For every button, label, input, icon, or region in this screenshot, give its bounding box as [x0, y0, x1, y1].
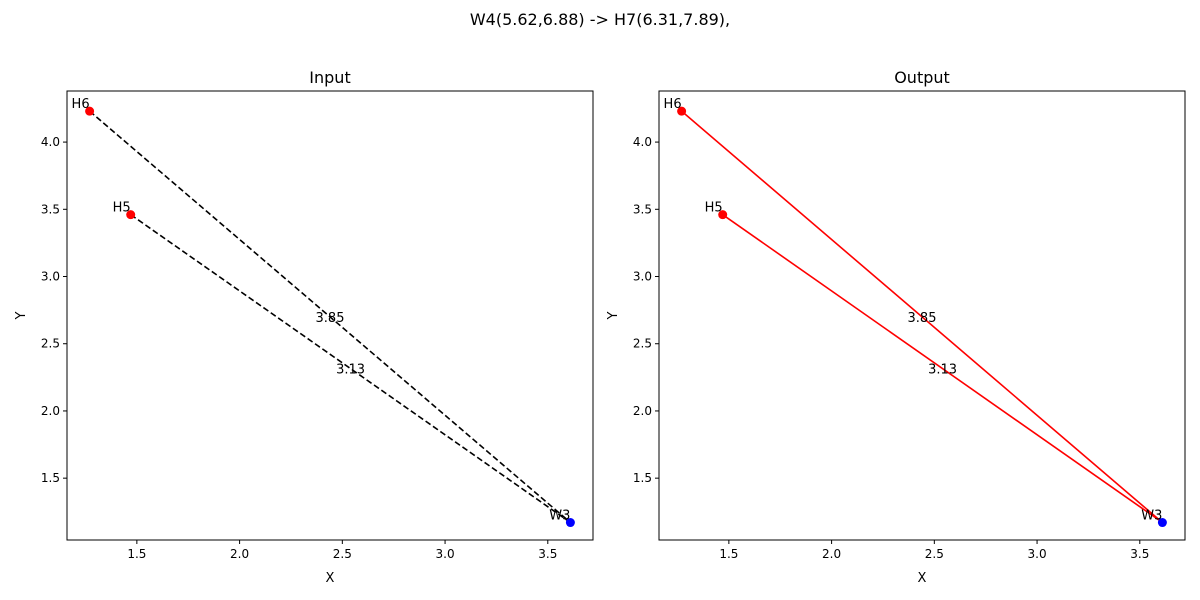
point-label: H6 [664, 97, 682, 112]
point-label: W3 [549, 509, 570, 524]
point-label: H5 [705, 201, 723, 216]
point-h5 [126, 210, 136, 220]
y-tick-label: 2.5 [633, 337, 652, 351]
x-tick-label: 2.5 [333, 547, 352, 561]
x-tick-label: 1.5 [127, 547, 146, 561]
y-tick-label: 3.5 [633, 202, 652, 216]
edge-weight-label: 3.85 [908, 311, 937, 326]
x-tick-label: 3.5 [1130, 547, 1149, 561]
y-axis-label: Y [14, 311, 29, 320]
y-tick-label: 3.5 [41, 202, 60, 216]
edge-weight-label: 3.85 [316, 311, 345, 326]
edge-weight-label: 3.13 [336, 363, 365, 378]
x-tick-label: 2.0 [230, 547, 249, 561]
x-tick-label: 3.0 [436, 547, 455, 561]
y-tick-label: 4.0 [41, 135, 60, 149]
y-tick-label: 1.5 [41, 471, 60, 485]
x-axis-label: X [326, 571, 335, 586]
plot-frame [66, 90, 594, 541]
x-tick-label: 1.5 [719, 547, 738, 561]
x-tick-label: 2.0 [822, 547, 841, 561]
chart-title: Output [894, 68, 950, 87]
y-tick-label: 2.5 [41, 337, 60, 351]
point-label: H6 [72, 97, 90, 112]
y-tick-label: 3.0 [633, 270, 652, 284]
figure-title: W4(5.62,6.88) -> H7(6.31,7.89), [470, 10, 730, 29]
point-h6 [677, 106, 687, 116]
x-tick-label: 3.5 [538, 547, 557, 561]
point-label: W3 [1141, 509, 1162, 524]
y-tick-label: 3.0 [41, 270, 60, 284]
point-h6 [85, 106, 95, 116]
plot-frame [658, 90, 1186, 541]
y-tick-label: 2.0 [41, 404, 60, 418]
point-h5 [718, 210, 728, 220]
x-tick-label: 3.0 [1028, 547, 1047, 561]
x-axis-label: X [918, 571, 927, 586]
edge-h6-w3 [89, 110, 571, 524]
y-tick-label: 1.5 [633, 471, 652, 485]
chart-panel-input: Input 1.5 2.0 2.5 3.0 3.5 1.5 2.0 2.5 3.0 3.5 4.0 X Y… [14, 68, 594, 586]
edge-weight-label: 3.13 [928, 363, 957, 378]
point-w3 [1157, 518, 1167, 528]
y-tick-label: 2.0 [633, 404, 652, 418]
y-tick-label: 4.0 [633, 135, 652, 149]
y-axis-label: Y [606, 311, 621, 320]
point-label: H5 [113, 201, 131, 216]
edge-h6-w3 [681, 110, 1163, 524]
point-w3 [565, 518, 575, 528]
x-tick-label: 2.5 [925, 547, 944, 561]
edge-h5-w3 [722, 214, 1163, 524]
chart-panel-output: Output 1.5 2.0 2.5 3.0 3.5 1.5 2.0 2.5 3.0 3.5 4.0 X… [606, 68, 1186, 586]
chart-title: Input [309, 68, 350, 87]
